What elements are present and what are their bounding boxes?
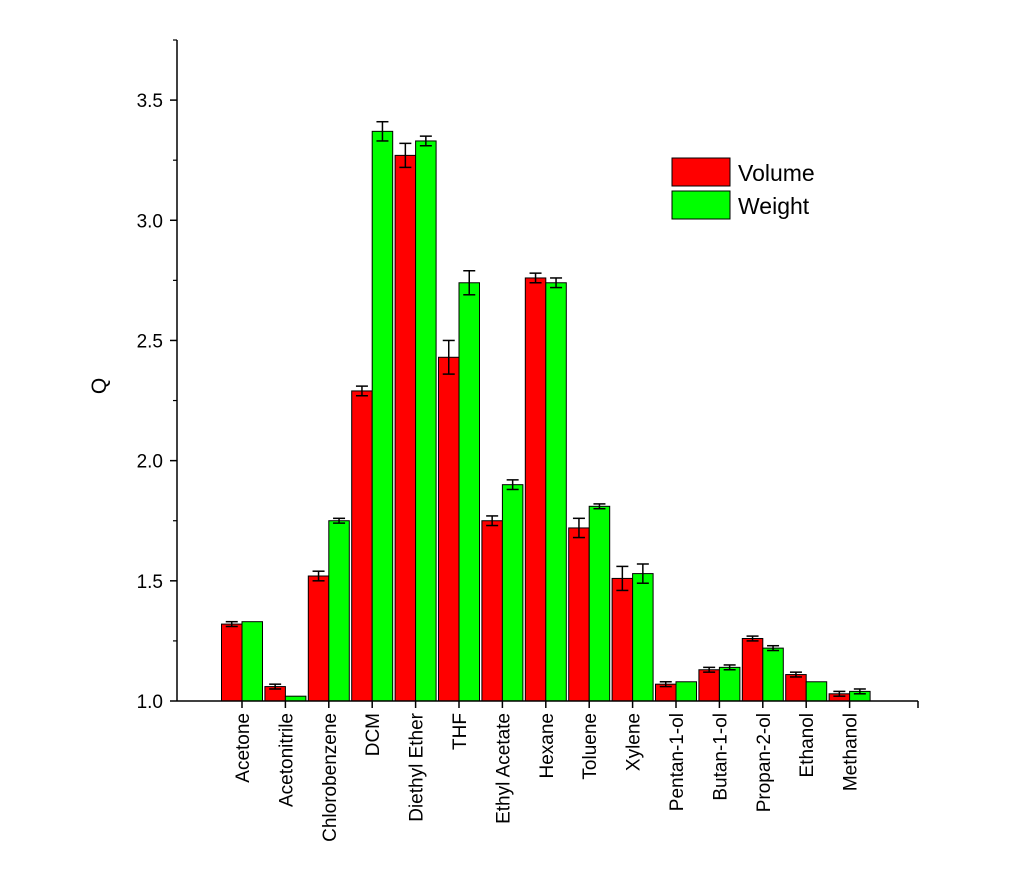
y-tick-label: 2.5 (137, 331, 163, 352)
bar-volume (698, 669, 720, 702)
x-tick-label: Toluene (580, 713, 601, 780)
bar-volume (351, 390, 373, 702)
bar-volume (307, 575, 330, 702)
x-tick-label: Methanol (841, 713, 862, 791)
x-tick-label: Chlorobenzene (320, 713, 341, 842)
error-bars-layer (225, 120, 866, 697)
bars-layer (221, 130, 871, 702)
legend: Volume Weight (671, 157, 815, 220)
x-tick-label: Propan-2-ol (754, 713, 775, 812)
bar-volume (568, 527, 590, 702)
bar-volume (785, 674, 807, 702)
y-tick-label: 3.0 (137, 211, 163, 232)
y-ticks-layer: 1.0 1.5 2.0 2.5 3.0 3.5 (137, 39, 177, 713)
bar-weight (328, 520, 350, 702)
bar-volume (394, 154, 417, 702)
bar-volume (438, 356, 460, 702)
bar-weight (718, 666, 741, 702)
x-tick-label: DCM (363, 713, 384, 756)
x-tick-label: Butan-1-ol (710, 713, 731, 801)
bar-volume (221, 623, 243, 702)
y-tick-label: 3.5 (137, 91, 163, 112)
x-tick-label: Hexane (537, 713, 558, 779)
bar-weight (545, 282, 567, 702)
x-tick-label: Pentan-1-ol (667, 713, 688, 811)
y-tick-label: 1.0 (137, 692, 163, 713)
bar-volume (524, 277, 547, 702)
bar-volume (481, 520, 503, 702)
bar-weight (632, 573, 654, 702)
y-tick-label: 1.5 (137, 572, 163, 593)
x-tick-label: Diethyl Ether (407, 712, 428, 821)
legend-label-weight: Weight (738, 193, 810, 219)
bar-weight (415, 140, 437, 702)
bar-weight (805, 681, 828, 702)
legend-swatch-volume (671, 157, 731, 187)
bar-weight (241, 621, 263, 702)
bar-volume (611, 577, 634, 702)
axes-layer (176, 40, 918, 702)
y-axis-title: Q (88, 378, 111, 394)
bar-weight (501, 484, 524, 702)
x-tick-label: Acetone (233, 713, 254, 783)
bar-weight (762, 647, 784, 702)
x-tick-label: Ethyl Acetate (493, 713, 514, 824)
x-labels-layer: Acetone Acetonitrile Chlorobenzene DCM Dieth… (233, 701, 919, 842)
y-tick-label: 2.0 (137, 452, 163, 473)
x-tick-label: Ethanol (797, 713, 818, 777)
x-tick-label: Acetonitrile (276, 713, 297, 807)
bar-weight (588, 505, 611, 702)
bar-weight (458, 282, 480, 702)
legend-swatch-weight (671, 190, 731, 220)
x-tick-label: Xylene (624, 713, 645, 771)
bar-volume (741, 638, 764, 702)
x-tick-label: THF (450, 713, 471, 750)
bar-weight (675, 681, 697, 702)
bar-weight (371, 130, 394, 702)
legend-label-volume: Volume (738, 160, 815, 186)
